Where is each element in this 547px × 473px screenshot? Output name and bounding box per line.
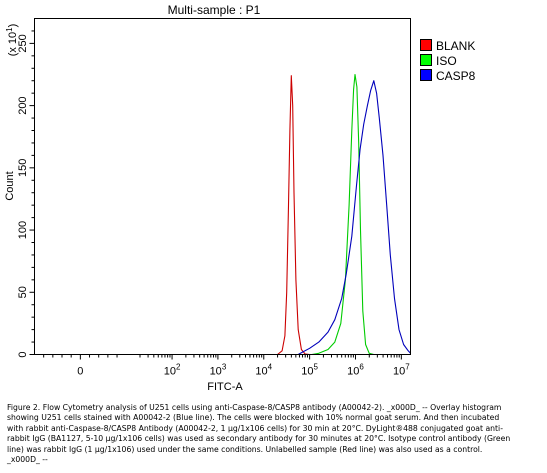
series-line-casp8 — [297, 80, 411, 355]
y-tick-label: 250 — [17, 34, 29, 52]
legend-swatch-blank — [420, 39, 432, 51]
x-tick-label: 105 — [301, 363, 318, 378]
y-multiplier-label: (x 101) — [5, 24, 19, 57]
x-tick-label: 102 — [164, 363, 181, 378]
y-tick-label: 200 — [17, 96, 29, 114]
y-tick-label: 0 — [17, 351, 29, 357]
y-tick-label: 50 — [17, 286, 29, 298]
x-tick-label: 107 — [393, 363, 410, 378]
x-axis-label: FITC-A — [207, 381, 243, 393]
y-tick-label: 100 — [17, 221, 29, 239]
x-tick-label: 0 — [77, 366, 83, 378]
x-tick-label: 106 — [347, 363, 364, 378]
x-tick-label: 103 — [210, 363, 227, 378]
y-axis-label: Count — [4, 171, 16, 200]
legend-swatch-casp8 — [420, 69, 432, 81]
flow-cytometry-histogram: Multi-sample : P1 (x 101) Count FITC-A 0… — [4, 3, 476, 393]
legend-swatch-iso — [420, 54, 432, 66]
figure-caption: Figure 2. Flow Cytometry analysis of U25… — [7, 403, 511, 465]
legend-label-casp8: CASP8 — [436, 69, 476, 83]
chart-title: Multi-sample : P1 — [168, 3, 261, 17]
plot-frame — [34, 18, 411, 355]
series-line-iso — [311, 73, 374, 356]
legend-label-blank: BLANK — [436, 39, 475, 53]
y-tick-label: 150 — [17, 159, 29, 177]
series-line-blank — [277, 75, 310, 356]
legend-label-iso: ISO — [436, 54, 457, 68]
x-tick-label: 104 — [255, 363, 272, 378]
